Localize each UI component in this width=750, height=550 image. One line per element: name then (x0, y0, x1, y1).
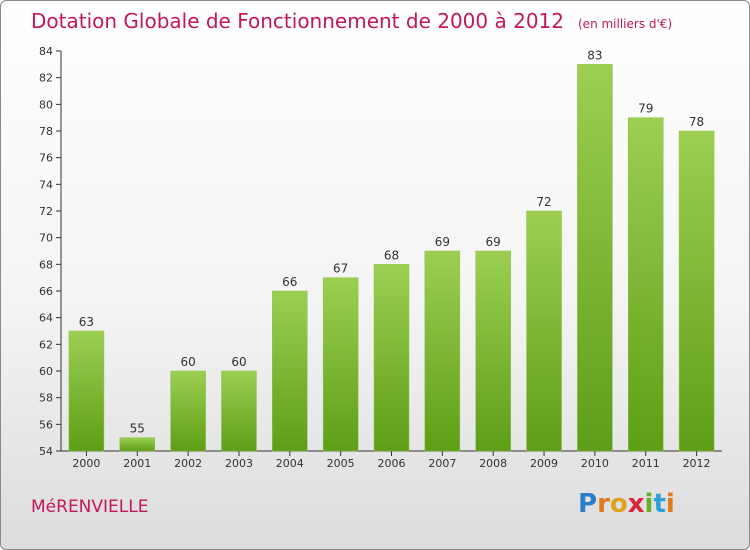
bar-2009 (526, 210, 562, 452)
y-tick-label: 84 (39, 45, 53, 58)
data-label-2003: 60 (231, 355, 246, 369)
bar-2005 (322, 277, 359, 452)
x-tick-label-2001: 2001 (123, 457, 151, 470)
x-tick-label-2003: 2003 (225, 457, 253, 470)
place-name: MéRENVIELLE (31, 497, 149, 517)
data-label-2000: 63 (79, 315, 94, 329)
y-tick-label: 70 (39, 232, 53, 245)
data-label-2012: 78 (689, 115, 704, 129)
y-tick-label: 82 (39, 72, 53, 85)
bar-2002 (170, 370, 206, 452)
bar-2010 (577, 64, 613, 452)
bar-2007 (424, 250, 461, 452)
y-tick-label: 62 (39, 338, 53, 351)
x-tick-label-2007: 2007 (428, 457, 456, 470)
y-tick-label: 58 (39, 392, 53, 405)
y-tick-label: 64 (39, 312, 53, 325)
x-tick-label-2006: 2006 (378, 457, 406, 470)
data-label-2002: 60 (180, 355, 195, 369)
data-label-2005: 67 (333, 262, 348, 276)
chart-subtitle: (en milliers d'€) (578, 17, 673, 31)
x-tick-label-2009: 2009 (530, 457, 558, 470)
data-label-2008: 69 (486, 235, 501, 249)
x-tick-label-2011: 2011 (632, 457, 660, 470)
y-tick-label: 56 (39, 418, 53, 431)
logo-letter: P (578, 489, 598, 519)
y-tick-label: 60 (39, 365, 53, 378)
y-tick-label: 68 (39, 258, 53, 271)
x-tick-label-2005: 2005 (327, 457, 355, 470)
bar-2011 (627, 117, 664, 452)
data-label-2004: 66 (282, 275, 297, 289)
data-label-2006: 68 (384, 248, 399, 262)
x-tick-label-2010: 2010 (581, 457, 609, 470)
y-tick-label: 76 (39, 152, 53, 165)
logo-letter: t (653, 489, 666, 519)
x-tick-label-2004: 2004 (276, 457, 304, 470)
bar-2012 (678, 130, 715, 452)
x-tick-label-2000: 2000 (72, 457, 100, 470)
y-tick-label: 78 (39, 125, 53, 138)
data-label-2011: 79 (638, 102, 653, 116)
data-label-2009: 72 (536, 195, 551, 209)
x-tick-label-2012: 2012 (683, 457, 711, 470)
data-label-2010: 83 (587, 48, 602, 62)
bar-2004 (272, 290, 308, 452)
chart-title-text: Dotation Globale de Fonctionnement de 20… (31, 9, 564, 33)
x-tick-label-2008: 2008 (479, 457, 507, 470)
bars: 63 55 60 60 66 67 68 69 69 72 83 79 78 (68, 48, 715, 452)
bar-2001 (119, 437, 156, 452)
y-tick-label: 80 (39, 98, 53, 111)
bar-2008 (475, 250, 511, 452)
logo-letter: r (597, 489, 610, 519)
x-tick-label-2002: 2002 (174, 457, 202, 470)
y-tick-label: 72 (39, 205, 53, 218)
y-tick-label: 74 (39, 178, 53, 191)
y-tick-label: 66 (39, 285, 53, 298)
bar-2003 (221, 370, 257, 452)
bar-2000 (68, 330, 105, 452)
y-tick-label: 54 (39, 445, 53, 458)
bar-2006 (373, 264, 410, 452)
logo-letter: i (665, 489, 675, 519)
axes: 54 56 58 60 62 64 66 68 70 72 74 76 78 80 82 84 2000 2001… (39, 45, 722, 470)
logo-letter: i (644, 489, 654, 519)
logo-letter: o (609, 489, 628, 519)
data-label-2007: 69 (435, 235, 450, 249)
chart-title: Dotation Globale de Fonctionnement de 20… (31, 9, 672, 33)
logo-letter: x (627, 489, 645, 519)
proxiti-logo: Proxiti (578, 489, 675, 519)
data-label-2001: 55 (130, 422, 145, 436)
